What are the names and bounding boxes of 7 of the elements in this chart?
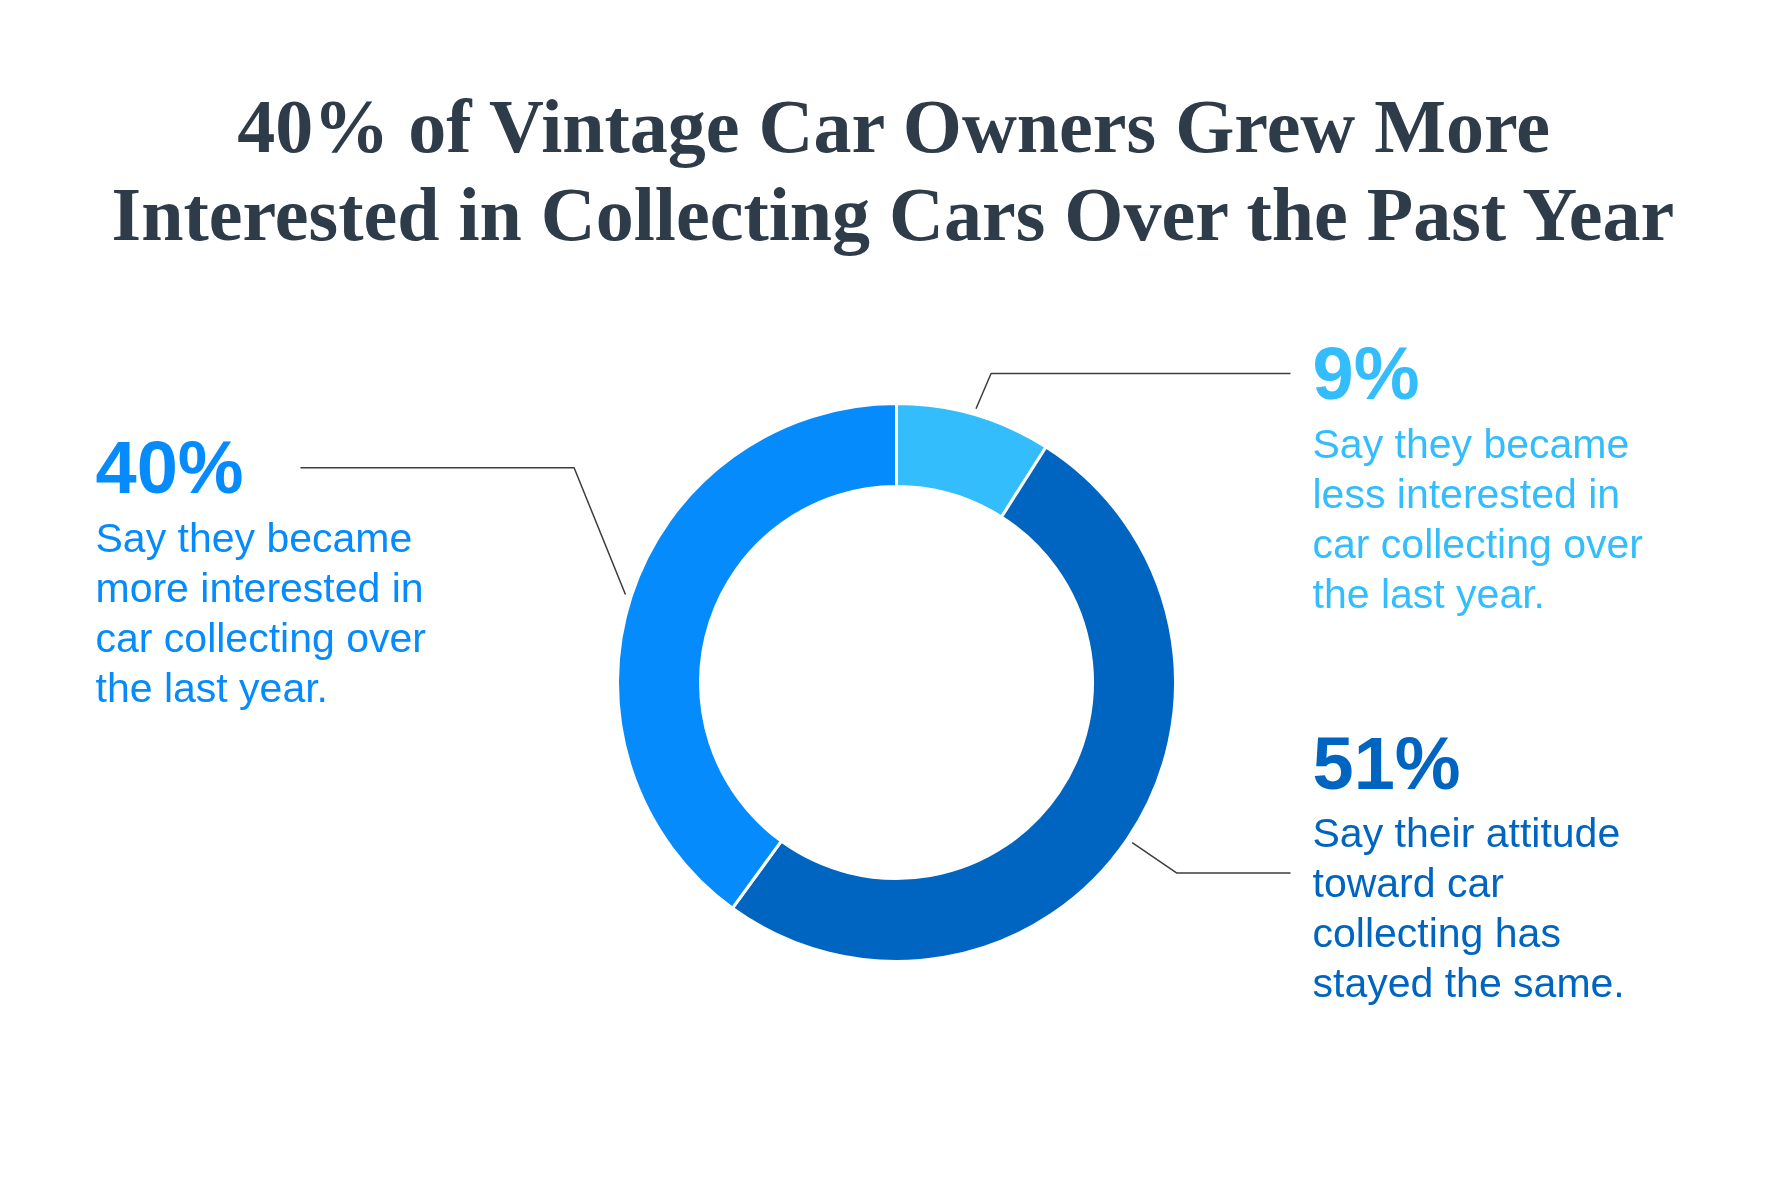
data-label: 9% (1312, 332, 1420, 415)
slice-label: Say they became less interested in car collecting over the last year. (1312, 420, 1643, 617)
data-label: 51% (1312, 721, 1461, 805)
slice-label: Say their attitude toward car collecting has stayed the same. (1312, 810, 1625, 1007)
chart-title: 40% of Vintage Car Owners Grew More Interested in Collecting Cars Over the Past Year (111, 83, 1675, 256)
slice-label: Say they became more interested in car collecting over the last year. (95, 514, 426, 711)
data-label: 40% (95, 426, 244, 510)
